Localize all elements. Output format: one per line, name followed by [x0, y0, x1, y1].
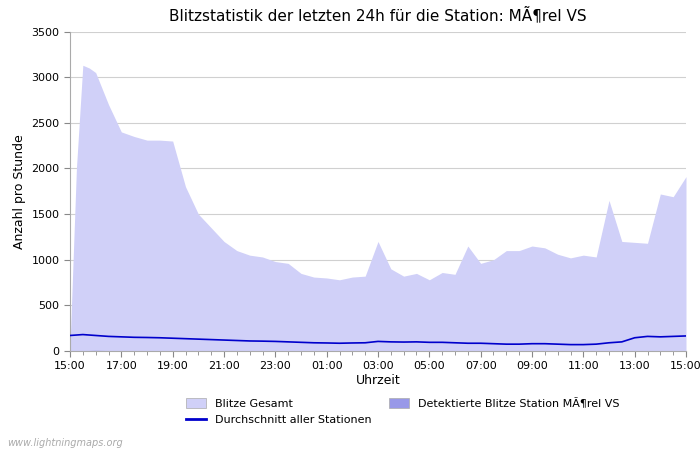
X-axis label: Uhrzeit: Uhrzeit [356, 374, 400, 387]
Legend: Blitze Gesamt, Durchschnitt aller Stationen, Detektierte Blitze Station MÃ¶rel V: Blitze Gesamt, Durchschnitt aller Statio… [186, 398, 619, 425]
Y-axis label: Anzahl pro Stunde: Anzahl pro Stunde [13, 134, 26, 248]
Title: Blitzstatistik der letzten 24h für die Station: MÃ¶rel VS: Blitzstatistik der letzten 24h für die S… [169, 7, 587, 23]
Text: www.lightningmaps.org: www.lightningmaps.org [7, 438, 122, 448]
